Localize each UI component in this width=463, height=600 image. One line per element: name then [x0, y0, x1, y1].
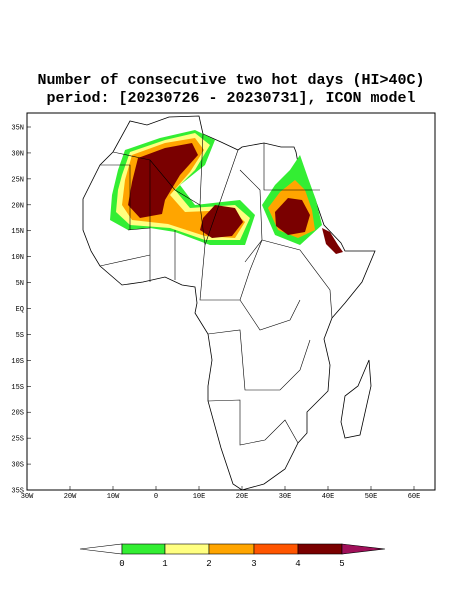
lat-label: 5N	[16, 280, 24, 288]
colorbar-label: 3	[251, 559, 256, 569]
lat-label: 35N	[11, 125, 24, 133]
title-line: period: [20230726 - 20230731], ICON mode…	[46, 90, 415, 107]
colorbar-label: 0	[119, 559, 124, 569]
madagascar	[340, 359, 372, 439]
colorbar-under	[79, 543, 123, 555]
country-borders	[99, 133, 333, 446]
lon-label: 40E	[322, 493, 335, 501]
lon-label: 50E	[365, 493, 378, 501]
lat-label: 35S	[11, 488, 24, 496]
lat-label: 20N	[11, 202, 24, 210]
colorbar-bin	[164, 543, 210, 555]
colorbar	[79, 543, 386, 555]
lon-label: 0	[154, 493, 158, 501]
lat-label: 30S	[11, 462, 24, 470]
lat-label: 10S	[11, 358, 24, 366]
lon-label: 30W	[21, 493, 34, 501]
lat-label: 30N	[11, 150, 24, 158]
lat-label: 15N	[11, 228, 24, 236]
colorbar-label: 5	[339, 559, 344, 569]
lon-label: 20E	[236, 493, 249, 501]
title-line: Number of consecutive two hot days (HI>4…	[37, 72, 424, 89]
colorbar-bin	[121, 543, 166, 555]
lon-label: 60E	[408, 493, 421, 501]
lat-label: 10N	[11, 254, 24, 262]
colorbar-over	[341, 543, 386, 555]
lat-label: EQ	[16, 306, 24, 314]
lon-label: 10W	[107, 493, 120, 501]
map-area	[26, 112, 436, 491]
colorbar-bin	[208, 543, 255, 555]
colorbar-bin	[297, 543, 343, 555]
colorbar-bin	[253, 543, 299, 555]
colorbar-label: 2	[206, 559, 211, 569]
lon-label: 10E	[193, 493, 206, 501]
lat-label: 20S	[11, 410, 24, 418]
lat-label: 25S	[11, 436, 24, 444]
lat-label: 15S	[11, 384, 24, 392]
lat-label: 25N	[11, 176, 24, 184]
colorbar-label: 4	[295, 559, 300, 569]
lon-label: 30E	[279, 493, 292, 501]
colorbar-label: 1	[162, 559, 167, 569]
lat-label: 5S	[16, 332, 24, 340]
lon-label: 20W	[64, 493, 77, 501]
